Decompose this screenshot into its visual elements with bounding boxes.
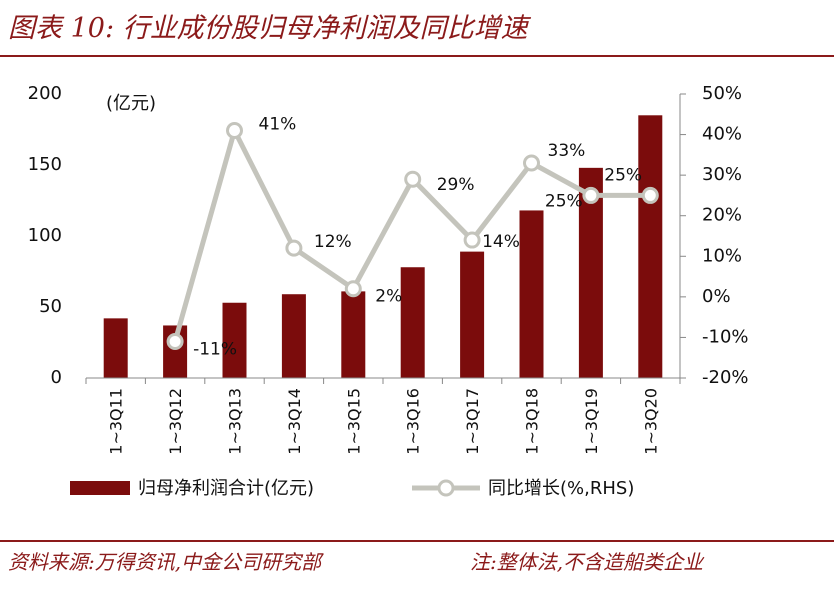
legend-bar-swatch [70,481,130,495]
x-axis-label-1~3Q13: 1~3Q13 [226,388,245,455]
x-axis-label-1~3Q15: 1~3Q15 [344,388,363,455]
x-axis-label-1~3Q12: 1~3Q12 [166,388,185,455]
chart: -11% 41% 12% 2% 29% 14% 33% 25% 25% 0 50 100 150 200… [28,83,749,499]
bar-1~3Q17 [460,251,485,378]
legend-line-label: 同比增长(%,RHS) [488,478,634,499]
data-label-1~3Q17: 14% [482,232,520,252]
growth-point-1~3Q15 [344,280,362,298]
growth-point-1~3Q13 [226,122,243,140]
right-axis-tick: -10% [702,326,749,347]
legend-line-marker [437,479,455,497]
x-axis-label-1~3Q17: 1~3Q17 [463,388,482,455]
right-axis-tick: -20% [702,367,749,388]
growth-point-1~3Q17 [463,231,481,249]
method-note: 注:整体法,不含造船类企业 [470,550,704,574]
left-axis-tick: 150 [28,154,62,175]
right-axis-tick: 30% [702,164,742,185]
title-rule [0,55,834,57]
x-axis-label-1~3Q11: 1~3Q11 [107,388,126,455]
growth-point-1~3Q12 [166,332,184,350]
x-axis-label-1~3Q16: 1~3Q16 [404,388,423,455]
left-axis-tick: 50 [39,296,62,317]
data-label-1~3Q20: 25% [604,165,642,185]
x-axis-label-1~3Q20: 1~3Q20 [641,388,660,455]
left-axis-unit-label: (亿元) [106,93,156,114]
data-label-1~3Q15: 2% [375,287,402,307]
left-axis-tick: 200 [28,83,62,104]
chart-title: 图表 10: 行业成份股归母净利润及同比增速 [8,13,528,44]
data-label-1~3Q14: 12% [314,232,352,252]
right-axis-tick: 0% [702,286,731,307]
data-label-1~3Q19: 25% [545,191,583,211]
growth-line-series: -11% 41% 12% 2% 29% 14% 33% 25% 25% [166,115,659,359]
right-axis-tick: 40% [702,124,742,145]
bar-series [103,115,663,379]
bar-1~3Q18 [519,210,544,378]
bar-1~3Q14 [281,294,306,378]
growth-point-1~3Q20 [641,186,659,204]
legend-bar-label: 归母净利润合计(亿元) [138,478,314,499]
left-axis-tick: 0 [51,367,62,388]
bar-1~3Q16 [400,267,425,378]
data-label-1~3Q13: 41% [259,115,297,135]
footer-rule [0,540,834,542]
x-axis-label-1~3Q14: 1~3Q14 [285,388,304,455]
bar-1~3Q20 [638,115,663,379]
x-axis-label-1~3Q19: 1~3Q19 [582,388,601,455]
growth-point-1~3Q18 [523,154,540,172]
bar-1~3Q11 [103,318,128,378]
bar-1~3Q15 [341,291,366,378]
right-axis-tick: 10% [702,245,742,266]
source-note: 资料来源:万得资讯,中金公司研究部 [8,550,322,574]
data-label-1~3Q18: 33% [548,141,586,161]
growth-point-1~3Q19 [582,186,600,204]
legend: 归母净利润合计(亿元) 同比增长(%,RHS) [70,478,634,499]
bar-1~3Q13 [222,302,247,378]
left-axis-tick: 100 [28,225,62,246]
data-label-1~3Q16: 29% [437,175,475,195]
right-axis-tick: 20% [702,205,742,226]
data-label-1~3Q12: -11% [193,339,237,359]
right-axis-tick: 50% [702,83,742,104]
growth-point-1~3Q16 [404,170,422,188]
x-axis-label-1~3Q18: 1~3Q18 [523,388,542,455]
axes: 0 50 100 150 200 -20% -10% 0% 10% 20% 30% 40% 50% 1~3… [28,83,749,455]
growth-point-1~3Q14 [285,239,303,257]
